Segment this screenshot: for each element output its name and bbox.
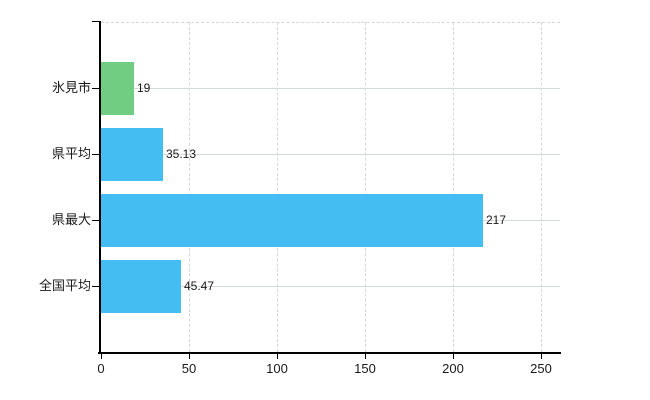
horizontal-gridline <box>101 88 560 89</box>
category-label: 県最大 <box>51 212 91 227</box>
x-tick-label: 150 <box>354 361 376 376</box>
category-label: 氷見市 <box>51 80 91 95</box>
x-axis-tick <box>277 354 278 359</box>
bar-1 <box>101 128 163 181</box>
vertical-gridline <box>541 22 542 352</box>
vertical-gridline <box>365 22 366 352</box>
vertical-gridline <box>277 22 278 352</box>
x-axis-tick <box>541 354 542 359</box>
vertical-gridline <box>189 22 190 352</box>
x-tick-label: 0 <box>97 361 105 376</box>
bar-value-label: 35.13 <box>166 147 197 161</box>
category-label: 全国平均 <box>38 278 91 293</box>
y-axis-tick <box>92 88 99 89</box>
bar-value-label: 45.47 <box>184 279 215 293</box>
vertical-gridline <box>453 22 454 352</box>
y-axis-tick <box>92 21 99 22</box>
horizontal-gridline <box>101 154 560 155</box>
y-axis-tick <box>92 154 99 155</box>
y-axis-tick <box>92 286 99 287</box>
bar-value-label: 217 <box>486 213 507 227</box>
x-tick-label: 250 <box>530 361 552 376</box>
plot-top-border <box>101 22 560 23</box>
bar-2 <box>101 194 483 247</box>
x-axis-tick <box>189 354 190 359</box>
x-tick-label: 200 <box>442 361 464 376</box>
x-tick-label: 50 <box>181 361 197 376</box>
y-axis-tick <box>92 220 99 221</box>
bar-0 <box>101 62 134 115</box>
x-axis-tick <box>365 354 366 359</box>
bar-value-label: 19 <box>137 81 151 95</box>
x-axis-tick <box>453 354 454 359</box>
horizontal-gridline <box>101 286 560 287</box>
x-axis-tick <box>101 354 102 359</box>
x-tick-label: 100 <box>266 361 288 376</box>
category-label: 県平均 <box>51 146 91 161</box>
bar-3 <box>101 260 181 313</box>
y-axis-line <box>99 21 101 354</box>
x-axis-line <box>98 352 561 354</box>
